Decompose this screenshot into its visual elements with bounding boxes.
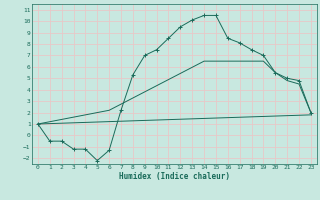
X-axis label: Humidex (Indice chaleur): Humidex (Indice chaleur) [119,172,230,181]
